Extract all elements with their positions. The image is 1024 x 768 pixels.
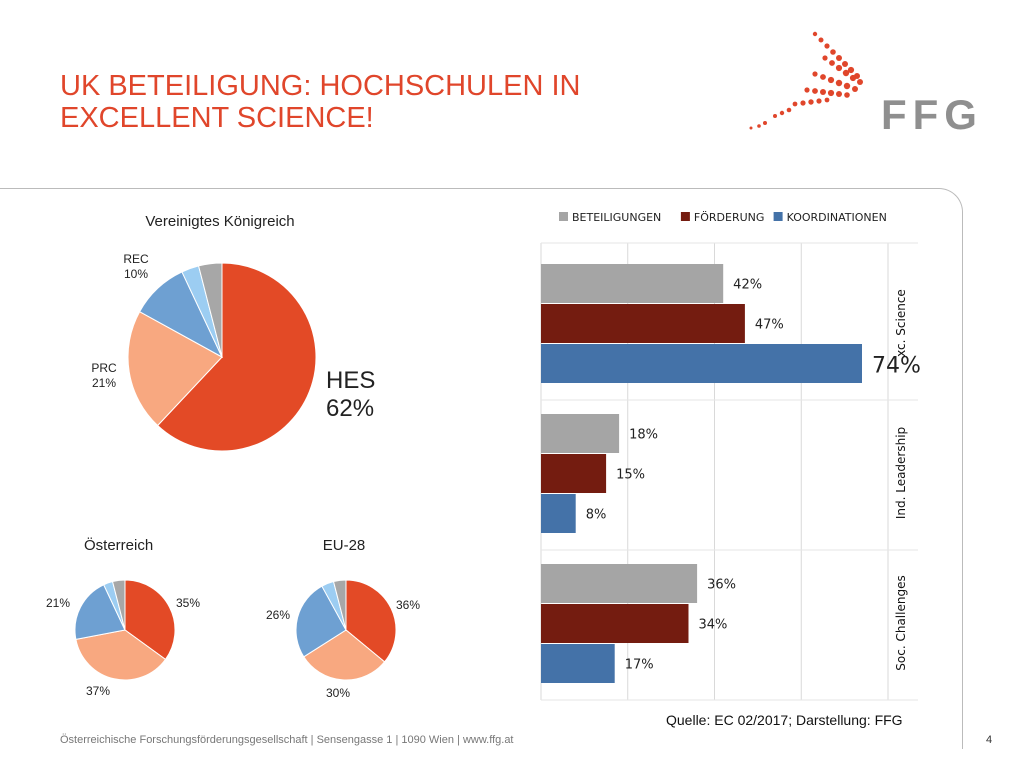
footer-text: Österreichische Forschungsförderungsgese… <box>60 734 514 746</box>
bar <box>541 494 576 533</box>
title-line-2: EXCELLENT SCIENCE! <box>60 102 374 134</box>
pie-data-label: 36% <box>396 598 420 612</box>
legend-swatch <box>680 212 690 221</box>
bar <box>541 344 862 383</box>
pie-data-label: HES <box>326 367 375 394</box>
bar-data-label: 74% <box>872 354 921 379</box>
pie-data-label: 21% <box>46 596 70 610</box>
pie-title: Vereinigtes Königreich <box>145 213 294 230</box>
bar-data-label: 42% <box>733 278 762 293</box>
bar <box>541 264 724 303</box>
legend-label: BETEILIGUNGEN <box>572 211 661 224</box>
pie-slice <box>198 262 223 358</box>
bar-data-label: 47% <box>755 318 784 333</box>
category-label: xc. Science <box>894 289 908 357</box>
pie-slice <box>295 585 347 658</box>
bar-data-label: 18% <box>629 428 658 443</box>
pie-data-label: 37% <box>86 684 110 698</box>
pie-title: Österreich <box>84 536 153 554</box>
category-label: Ind. Leadership <box>894 427 908 519</box>
bar <box>541 604 689 643</box>
pie-slice <box>111 579 126 631</box>
bar <box>541 454 607 493</box>
source-note: Quelle: EC 02/2017; Darstellung: FFG <box>666 712 903 728</box>
pie-title: EU-28 <box>323 537 366 554</box>
pie-slice <box>127 311 223 427</box>
legend-label: FÖRDERUNG <box>694 211 765 224</box>
logo-text: FFG <box>881 91 975 138</box>
pie-data-label: 21% <box>92 376 116 390</box>
bar-data-label: 17% <box>625 658 654 673</box>
pie-data-label: 62% <box>326 395 374 422</box>
bar <box>541 304 745 343</box>
bar <box>541 414 620 453</box>
bar-data-label: 15% <box>616 468 645 483</box>
pie-slice <box>75 629 167 681</box>
pie-data-label: 10% <box>124 267 148 281</box>
content-frame <box>0 188 963 749</box>
pie-slice <box>156 262 317 452</box>
legend-label: KOORDINATIONEN <box>787 211 887 224</box>
legend-swatch <box>773 212 783 221</box>
pie-data-label: PRC <box>91 361 117 375</box>
ffg-logo: FFG <box>749 31 975 138</box>
logo-dot-swoosh <box>749 31 863 130</box>
bar-data-label: 34% <box>698 618 727 633</box>
legend-swatch <box>559 212 568 221</box>
pie-slice <box>345 579 397 663</box>
page-number: 4 <box>986 734 993 746</box>
bar <box>541 644 615 683</box>
pie-slice <box>74 584 126 640</box>
category-label: Soc. Challenges <box>894 575 908 670</box>
pie-slice <box>124 579 176 661</box>
title-line-1: UK BETEILIGUNG: HOCHSCHULEN IN <box>60 70 581 102</box>
pie-slice <box>303 629 386 681</box>
pie-data-label: 30% <box>326 686 350 700</box>
pie-data-label: 35% <box>176 596 200 610</box>
pie-data-label: 26% <box>266 608 290 622</box>
pie-slice <box>332 579 347 631</box>
bar <box>541 564 698 603</box>
pie-data-label: REC <box>123 252 149 266</box>
bar-data-label: 8% <box>586 508 607 523</box>
slide-title: UK BETEILIGUNG: HOCHSCHULEN IN EXCELLENT… <box>60 70 680 134</box>
bar-data-label: 36% <box>707 578 736 593</box>
